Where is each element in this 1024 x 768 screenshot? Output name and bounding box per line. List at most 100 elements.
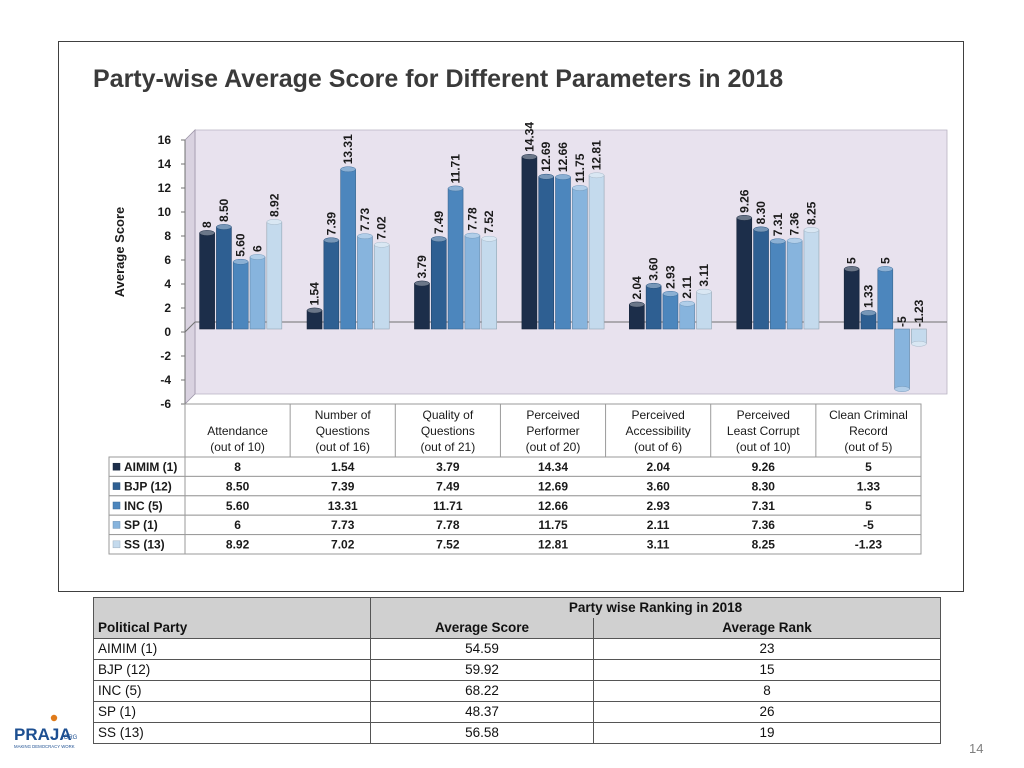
bar-cap [323, 237, 340, 244]
data-label: -5 [895, 316, 909, 327]
table-value: 7.36 [752, 518, 776, 532]
legend-entry: INC (5) [124, 499, 163, 513]
bar-bjp [216, 226, 232, 330]
bar-sp [357, 235, 373, 330]
data-label: 13.31 [341, 134, 355, 164]
category-label: (out of 10) [736, 440, 791, 454]
bar-sp [464, 235, 481, 330]
category-label: Attendance [207, 424, 268, 438]
table-header-bg [184, 403, 922, 458]
table-value: 8.92 [226, 538, 250, 552]
y-tick-label: 14 [158, 157, 172, 171]
table-value: 5 [865, 499, 872, 513]
y-tick-label: 10 [158, 205, 172, 219]
data-label: 3.79 [415, 255, 429, 279]
category-label: Record [849, 424, 888, 438]
bar-cap [249, 254, 266, 260]
data-label: 7.36 [788, 212, 802, 236]
bar-inc [232, 261, 249, 330]
ranking-table-title: Party wise Ranking in 2018 [370, 597, 941, 618]
bar-aimim [414, 283, 430, 330]
rank-cell: 8 [593, 680, 941, 702]
table-value: 7.39 [331, 479, 355, 493]
data-label: 6 [251, 245, 265, 252]
category-label: Accessibility [625, 424, 690, 438]
bar-cap [860, 310, 877, 316]
rank-cell: 26 [593, 701, 941, 723]
table-row: SS (13) 56.58 19 [93, 722, 941, 744]
bar-inc [340, 168, 356, 330]
table-value: 12.81 [538, 538, 568, 552]
y-tick-label: -2 [160, 349, 171, 363]
y-tick-label: 0 [164, 325, 171, 339]
table-value: 7.52 [436, 538, 460, 552]
data-label: 7.52 [482, 210, 496, 234]
bar-cap [431, 236, 447, 242]
logo-suffix: .ORG [62, 735, 78, 741]
data-label: 7.49 [432, 210, 446, 234]
bar-inc [447, 188, 464, 330]
bar-ss [588, 174, 605, 330]
bar-cap [266, 219, 283, 225]
data-label: 8.92 [267, 193, 281, 217]
logo-tagline: MAKING DEMOCRACY WORK [14, 744, 75, 749]
rank-cell: 23 [593, 638, 941, 660]
bar-cap [629, 301, 645, 308]
table-value: 2.93 [646, 499, 670, 513]
data-label: 11.71 [449, 154, 463, 184]
bar-bjp [323, 240, 340, 330]
bar-aimim [199, 232, 215, 330]
rank-cell: 19 [593, 722, 941, 744]
bar-aimim [736, 217, 753, 330]
data-label: 8.25 [804, 201, 818, 225]
table-value: 8.25 [752, 538, 776, 552]
category-label: (out of 6) [634, 440, 682, 454]
table-value: 7.31 [752, 499, 776, 513]
legend-entry: AIMIM (1) [124, 460, 177, 474]
category-label: (out of 21) [421, 440, 476, 454]
y-tick-label: 12 [158, 181, 172, 195]
y-tick-label: 16 [158, 133, 172, 147]
bar-cap [588, 172, 605, 179]
data-label: 1.33 [861, 284, 875, 308]
table-row: INC (5) 68.22 8 [93, 680, 941, 702]
table-row [108, 456, 922, 477]
data-label: 14.34 [522, 122, 536, 152]
score-cell: 56.58 [370, 722, 594, 744]
party-cell: INC (5) [93, 680, 371, 702]
data-label: 8 [200, 221, 214, 228]
bar-cap [894, 386, 910, 392]
bar-cap [340, 166, 356, 173]
data-label: 5 [878, 257, 892, 264]
bar-bjp [430, 238, 447, 330]
table-value: -5 [863, 518, 874, 532]
bar-bjp [645, 285, 662, 330]
bar-cap [911, 340, 927, 347]
score-cell: 54.59 [370, 638, 594, 660]
bar-cap [572, 185, 588, 191]
bar-cap [555, 174, 571, 180]
legend-swatch [112, 540, 121, 549]
category-label: (out of 10) [210, 440, 265, 454]
category-label: Least Corrupt [727, 424, 800, 438]
bar-aimim [843, 268, 860, 330]
bar-inc [770, 240, 786, 330]
data-label: 12.66 [556, 142, 570, 172]
y-tick-label: 6 [164, 253, 171, 267]
data-label: 5 [845, 257, 859, 264]
table-value: 8 [234, 460, 241, 474]
bar-cap [216, 224, 232, 230]
bar-cap [843, 266, 860, 272]
y-axis-label: Average Score [112, 207, 127, 298]
ranking-table-header-rank: Average Rank [593, 618, 941, 639]
table-value: 7.02 [331, 538, 355, 552]
data-label: 7.73 [358, 208, 372, 232]
bar-cap [521, 154, 538, 160]
bar-sp [679, 303, 696, 330]
bar-cap [803, 227, 820, 233]
bar-chart: Party-wise Average Score for Different P… [93, 65, 948, 555]
legend-entry: SS (13) [124, 538, 165, 552]
data-label: 1.54 [308, 282, 322, 306]
category-label: Clean Criminal [829, 408, 908, 422]
bar-ss [696, 291, 712, 330]
